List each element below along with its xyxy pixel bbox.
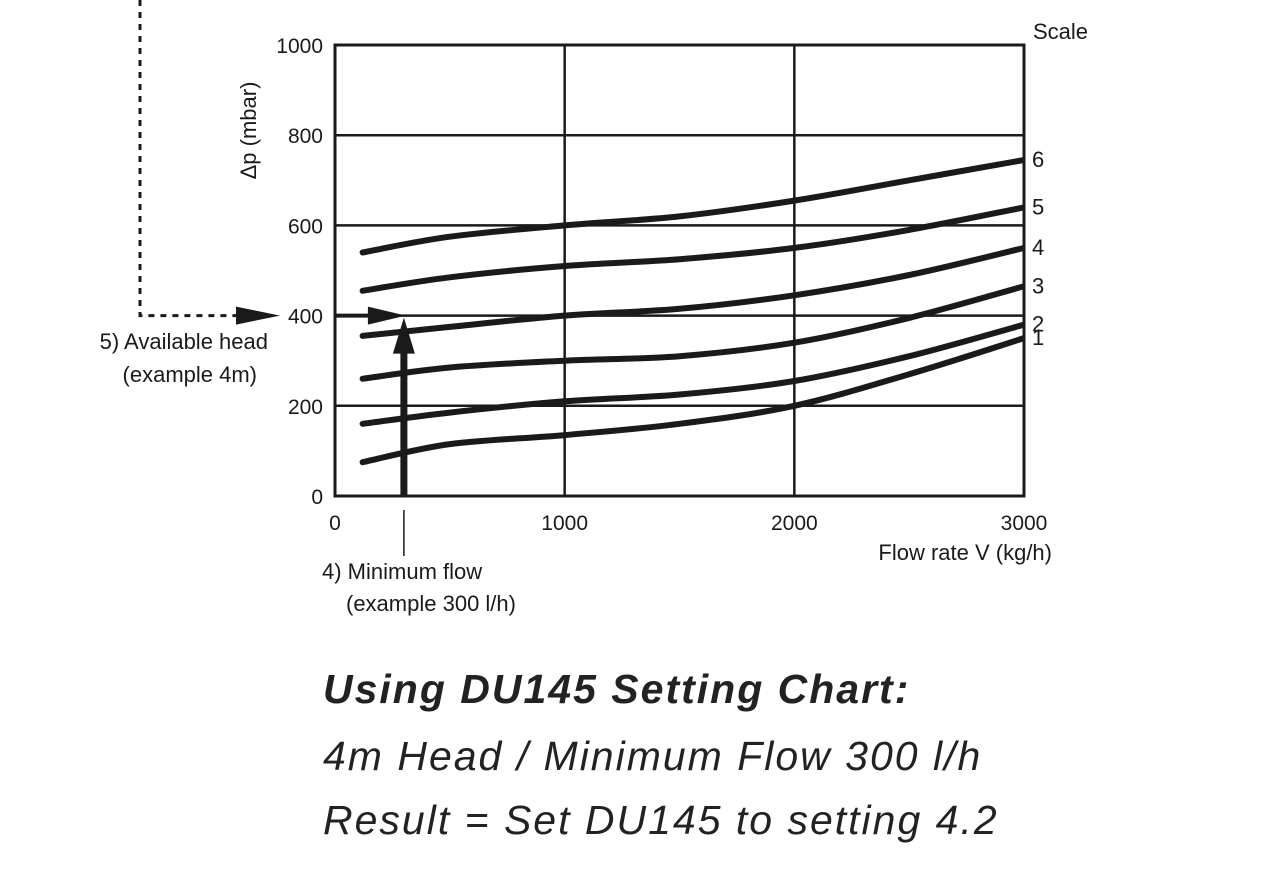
x-axis-label: Flow rate V (kg/h) bbox=[878, 540, 1052, 565]
scale-curve-3 bbox=[359, 283, 1024, 382]
scale-label-3: 3 bbox=[1032, 273, 1044, 298]
scale-label-1: 1 bbox=[1032, 325, 1044, 350]
available-head-leader-line bbox=[138, 0, 238, 318]
minimum-flow-arrow-icon bbox=[392, 317, 415, 354]
caption-result-line: Result = Set DU145 to setting 4.2 bbox=[323, 797, 999, 843]
available-head-arrowhead-icon bbox=[367, 306, 406, 325]
x-tick-label: 0 bbox=[329, 512, 341, 535]
y-tick-label: 800 bbox=[288, 125, 323, 148]
chart-labels: 0 1000 2000 3000 0 200 400 600 800 1000 Δp (mbar) F… bbox=[100, 19, 1088, 616]
y-tick-label: 1000 bbox=[276, 35, 323, 58]
scale-label-4: 4 bbox=[1032, 235, 1044, 260]
scale-curve-1 bbox=[359, 335, 1024, 466]
x-tick-label: 2000 bbox=[771, 512, 818, 535]
y-tick-label: 600 bbox=[288, 215, 323, 238]
scale-label-6: 6 bbox=[1032, 147, 1044, 172]
scale-curve-2 bbox=[359, 321, 1024, 427]
scale-curve-4 bbox=[359, 244, 1024, 339]
y-axis-label: Δp (mbar) bbox=[236, 82, 261, 180]
example-markers bbox=[138, 0, 415, 556]
scale-label-2: 2 bbox=[1032, 312, 1044, 337]
y-tick-label: 200 bbox=[288, 396, 323, 419]
scale-curves bbox=[359, 157, 1024, 466]
caption-title: Using DU145 Setting Chart: bbox=[323, 666, 911, 712]
y-tick-label: 0 bbox=[311, 486, 323, 509]
scale-curve-6 bbox=[359, 157, 1024, 256]
scale-curve-5 bbox=[359, 204, 1024, 294]
plot-frame bbox=[333, 43, 1026, 498]
scale-heading: Scale bbox=[1033, 19, 1088, 44]
caption-example-line: 4m Head / Minimum Flow 300 l/h bbox=[323, 733, 983, 779]
available-head-example: (example 4m) bbox=[123, 362, 257, 387]
scale-label-5: 5 bbox=[1032, 194, 1044, 219]
available-head-label: 5) Available head bbox=[100, 329, 268, 354]
x-tick-label: 3000 bbox=[1001, 512, 1048, 535]
minimum-flow-example: (example 300 l/h) bbox=[346, 591, 516, 616]
du145-setting-chart: 0 1000 2000 3000 0 200 400 600 800 1000 Δp (mbar) F… bbox=[100, 0, 1088, 616]
y-tick-label: 400 bbox=[288, 306, 323, 329]
minimum-flow-label: 4) Minimum flow bbox=[322, 559, 482, 584]
plot-border bbox=[333, 43, 1026, 498]
x-tick-label: 1000 bbox=[541, 512, 588, 535]
available-head-arrow-icon bbox=[236, 306, 280, 325]
